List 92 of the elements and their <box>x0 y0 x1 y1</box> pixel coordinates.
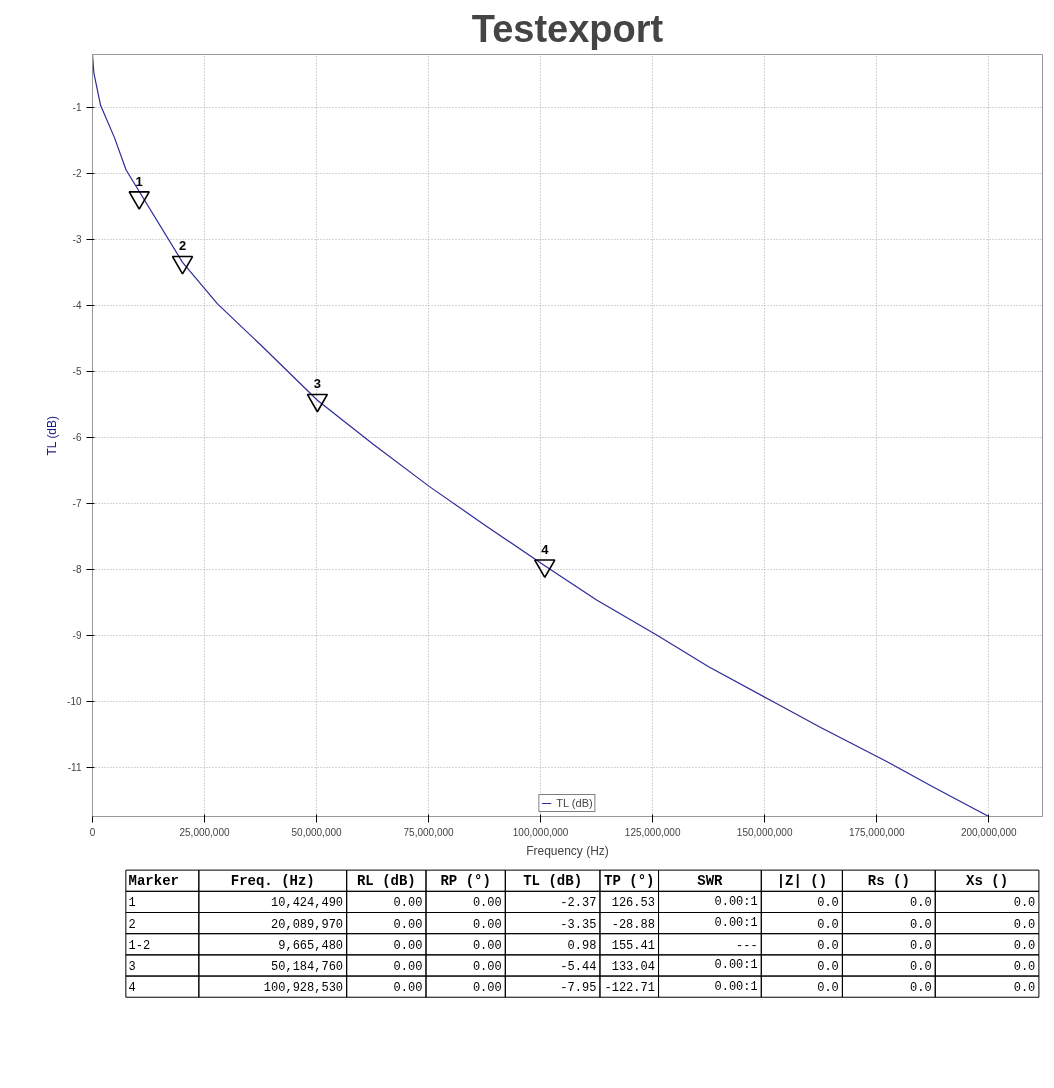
text: 0.0 <box>910 917 932 932</box>
text: 20,089,970 <box>271 917 344 932</box>
point <box>171 255 194 275</box>
point <box>306 393 329 413</box>
x-tick-label: 175,000,000 <box>848 826 905 838</box>
category-label: Rs () <box>867 872 910 889</box>
category-label: TP (°) <box>604 872 655 889</box>
x-tick-label: 0 <box>89 826 96 838</box>
text: -3.35 <box>560 917 597 932</box>
text: -2.37 <box>560 896 597 911</box>
x-tick-label: 125,000,000 <box>624 826 681 838</box>
text: 0.00 <box>472 917 502 932</box>
y-tick-label: -11 <box>67 762 82 774</box>
text: -28.88 <box>611 917 655 932</box>
text: 0.00 <box>472 896 502 911</box>
text: 10,424,490 <box>271 896 344 911</box>
text: 1-2 <box>128 938 151 953</box>
text: 0.00 <box>472 981 502 996</box>
annotation: 3 <box>313 376 321 392</box>
y-tick-label: -7 <box>72 498 82 510</box>
x-tick-label: 200,000,000 <box>960 826 1017 838</box>
text: 0.0 <box>1013 917 1036 932</box>
text: 50,184,760 <box>271 959 344 974</box>
text: 0.0 <box>910 896 932 911</box>
text: 0.00:1 <box>714 916 758 931</box>
category-label: RL (dB) <box>356 872 416 889</box>
y-tick-label: -4 <box>72 300 82 312</box>
chart-title: Testexport <box>471 7 664 50</box>
text: 0.00:1 <box>714 894 758 909</box>
text: 0.0 <box>910 938 932 953</box>
text: 155.41 <box>611 938 655 953</box>
text: -5.44 <box>560 959 597 974</box>
text: 0.00 <box>393 896 423 911</box>
category-label: |Z| () <box>776 872 828 889</box>
category-label: TL (dB) <box>523 872 583 889</box>
category-label: SWR <box>697 872 724 889</box>
text: 2 <box>128 917 136 932</box>
category-label: Marker <box>128 872 179 889</box>
annotation: 2 <box>178 238 187 254</box>
text: 0.00 <box>393 938 423 953</box>
x-tick-label: 25,000,000 <box>179 826 230 838</box>
annotation: 1 <box>135 173 143 189</box>
text: 0.00:1 <box>714 979 758 994</box>
text: 0.0 <box>817 896 839 911</box>
text: 100,928,530 <box>263 981 344 996</box>
text: 0.0 <box>817 938 839 953</box>
x-tick-label: 75,000,000 <box>403 826 455 838</box>
text: 0.00 <box>472 959 502 974</box>
category-label: RP (°) <box>440 872 491 889</box>
text: 0.0 <box>817 959 839 974</box>
y-tick-label: -2 <box>72 168 82 180</box>
text: 126.53 <box>611 896 655 911</box>
point <box>128 191 151 211</box>
y-axis-title: TL (dB) <box>45 415 60 456</box>
text: 0.00 <box>393 981 423 996</box>
y-tick-label: -1 <box>72 102 82 114</box>
legend-label: TL (dB) <box>556 797 593 809</box>
y-tick-label: -6 <box>72 432 82 444</box>
x-axis-title: Frequency (Hz) <box>526 843 609 858</box>
text: 0.0 <box>910 959 932 974</box>
y-tick-label: -5 <box>72 366 82 378</box>
text: 0.0 <box>817 917 839 932</box>
text: 0.0 <box>1013 981 1036 996</box>
y-tick-label: -3 <box>72 234 82 246</box>
x-tick-label: 50,000,000 <box>291 826 343 838</box>
text: --- <box>736 938 758 953</box>
text: 0.00 <box>393 959 423 974</box>
text: 4 <box>128 981 136 996</box>
text: 0.00 <box>393 917 423 932</box>
category-label: Xs () <box>966 872 1009 889</box>
text: 0.0 <box>1013 959 1036 974</box>
text: 0.0 <box>1013 896 1036 911</box>
point <box>533 559 556 579</box>
x-tick-label: 150,000,000 <box>736 826 793 838</box>
y-tick-label: -9 <box>72 630 82 642</box>
text: 1 <box>128 896 136 911</box>
text: -7.95 <box>560 981 597 996</box>
annotation: 4 <box>541 541 550 557</box>
text: 0.00:1 <box>714 958 758 973</box>
text: 0.0 <box>817 981 839 996</box>
text: 9,665,480 <box>278 938 344 953</box>
text: 0.0 <box>1013 938 1036 953</box>
text: 133.04 <box>611 959 655 974</box>
text: -122.71 <box>604 981 655 996</box>
text: 0.98 <box>567 938 597 953</box>
text: 0.00 <box>472 938 502 953</box>
y-tick-label: -8 <box>72 564 82 576</box>
category-label: Freq. (Hz) <box>230 872 315 889</box>
x-tick-label: 100,000,000 <box>512 826 569 838</box>
text: 0.0 <box>910 981 932 996</box>
text: 3 <box>128 959 136 974</box>
y-tick-label: -10 <box>67 696 82 708</box>
